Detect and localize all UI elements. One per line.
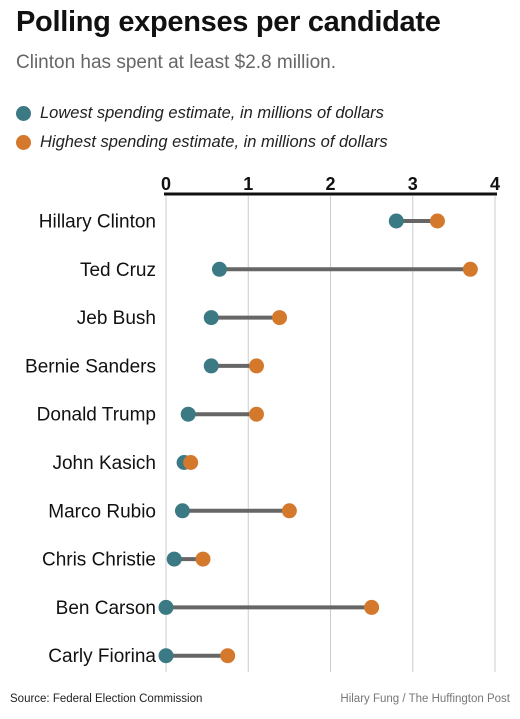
- low-point-bernie-sanders: [203, 358, 219, 374]
- legend-item-low: Lowest spending estimate, in millions of…: [16, 104, 384, 123]
- category-label-hillary-clinton: Hillary Clinton: [39, 212, 156, 233]
- high-point-ted-cruz: [462, 261, 478, 277]
- high-point-carly-fiorina: [220, 648, 236, 664]
- low-point-carly-fiorina: [158, 648, 174, 664]
- high-point-donald-trump: [248, 406, 264, 422]
- high-point-ben-carson: [364, 599, 380, 615]
- category-label-marco-rubio: Marco Rubio: [48, 501, 156, 522]
- legend-swatch-high: [16, 135, 31, 150]
- category-label-john-kasich: John Kasich: [52, 453, 156, 474]
- x-tick-label-4: 4: [490, 174, 500, 194]
- category-label-jeb-bush: Jeb Bush: [77, 308, 156, 329]
- high-point-bernie-sanders: [248, 358, 264, 374]
- legend-item-high: Highest spending estimate, in millions o…: [16, 133, 388, 152]
- category-label-bernie-sanders: Bernie Sanders: [25, 356, 156, 377]
- x-tick-label-1: 1: [243, 174, 253, 194]
- low-point-jeb-bush: [203, 310, 219, 326]
- high-point-john-kasich: [183, 455, 199, 470]
- low-point-marco-rubio: [174, 503, 190, 519]
- x-tick-label-2: 2: [325, 174, 335, 194]
- credit-note: Hilary Fung / The Huffington Post: [340, 693, 510, 705]
- chart-subtitle: Clinton has spent at least $2.8 million.: [16, 52, 337, 73]
- high-point-marco-rubio: [281, 503, 297, 519]
- chart-title: Polling expenses per candidate: [16, 6, 441, 38]
- legend-swatch-low: [16, 106, 31, 121]
- high-point-chris-christie: [195, 551, 211, 567]
- low-point-ben-carson: [158, 599, 174, 615]
- category-label-donald-trump: Donald Trump: [37, 405, 156, 426]
- high-point-jeb-bush: [272, 310, 288, 326]
- x-tick-label-3: 3: [408, 174, 418, 194]
- category-label-carly-fiorina: Carly Fiorina: [48, 646, 156, 667]
- source-note: Source: Federal Election Commission: [10, 693, 203, 705]
- category-label-chris-christie: Chris Christie: [42, 550, 156, 571]
- low-point-hillary-clinton: [388, 213, 404, 229]
- high-point-hillary-clinton: [429, 213, 445, 229]
- low-point-chris-christie: [166, 551, 182, 567]
- category-label-ted-cruz: Ted Cruz: [80, 260, 156, 281]
- low-point-donald-trump: [180, 406, 196, 422]
- x-tick-label-0: 0: [161, 174, 171, 194]
- low-point-ted-cruz: [211, 261, 227, 277]
- category-label-ben-carson: Ben Carson: [56, 598, 156, 619]
- legend-label-high: Highest spending estimate, in millions o…: [40, 133, 388, 151]
- legend-label-low: Lowest spending estimate, in millions of…: [40, 104, 384, 122]
